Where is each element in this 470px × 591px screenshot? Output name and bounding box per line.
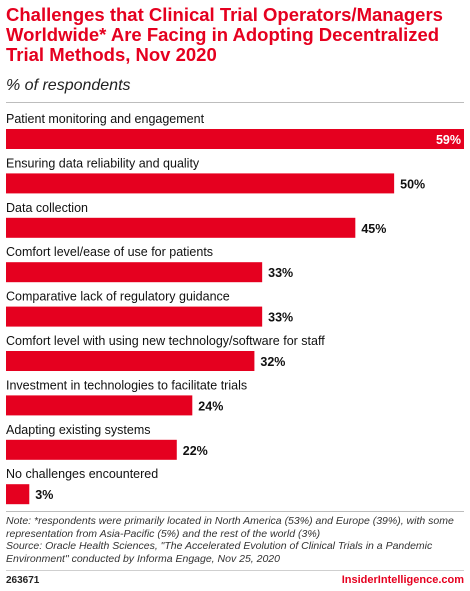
bar-row: Adapting existing systems 22% <box>6 423 208 460</box>
bar-row: Data collection 45% <box>6 201 386 238</box>
category-label: Adapting existing systems <box>6 423 151 437</box>
bar <box>6 217 356 238</box>
category-label: Comparative lack of regulatory guidance <box>6 290 230 304</box>
category-label: Comfort level/ease of use for patients <box>6 245 213 259</box>
bar-chart: Patient monitoring and engagement 59% Ensu… <box>6 112 464 505</box>
chart-id: 263671 <box>6 575 40 586</box>
bar-row: Comfort level/ease of use for patients 33… <box>6 245 293 283</box>
category-label: Comfort level with using new technology/… <box>6 334 325 348</box>
value-label: 59% <box>436 133 461 147</box>
category-label: Patient monitoring and engagement <box>6 112 205 126</box>
note-text: Note: *respondents were primarily locate… <box>6 515 454 540</box>
value-label: 24% <box>198 399 223 413</box>
bar-row: Ensuring data reliability and quality 50% <box>6 156 425 194</box>
bar <box>6 262 263 283</box>
bottom-divider <box>6 511 464 512</box>
bar <box>6 306 263 327</box>
top-divider <box>6 102 464 103</box>
bar-row: Patient monitoring and engagement 59% <box>6 112 464 149</box>
category-label: Data collection <box>6 201 88 215</box>
category-label: Ensuring data reliability and quality <box>6 156 200 170</box>
value-label: 45% <box>361 222 386 236</box>
bar <box>6 484 30 505</box>
footer-divider <box>6 570 464 571</box>
bar <box>6 395 193 416</box>
source-text: Source: Oracle Health Sciences, "The Acc… <box>6 540 433 565</box>
value-label: 3% <box>35 488 53 502</box>
value-label: 33% <box>268 266 293 280</box>
value-label: 22% <box>183 444 208 458</box>
value-label: 33% <box>268 311 293 325</box>
bar <box>6 351 255 371</box>
value-label: 32% <box>260 355 285 369</box>
bar-row: Investment in technologies to facilitate… <box>6 378 247 416</box>
category-label: No challenges encountered <box>6 467 158 481</box>
chart-subtitle: % of respondents <box>6 77 131 94</box>
bar-row: Comfort level with using new technology/… <box>6 334 325 371</box>
value-label: 50% <box>400 177 425 191</box>
bar-row: Comparative lack of regulatory guidance 3… <box>6 290 293 327</box>
chart-footnote: Note: *respondents were primarily locate… <box>6 515 466 565</box>
bar <box>6 439 177 460</box>
chart-title: Challenges that Clinical Trial Operators… <box>6 4 443 65</box>
category-label: Investment in technologies to facilitate… <box>6 378 247 392</box>
bar <box>6 173 395 194</box>
bar <box>6 129 464 149</box>
brand-logo-text[interactable]: InsiderIntelligence.com <box>341 574 464 586</box>
bar-row: No challenges encountered 3% <box>6 467 158 505</box>
